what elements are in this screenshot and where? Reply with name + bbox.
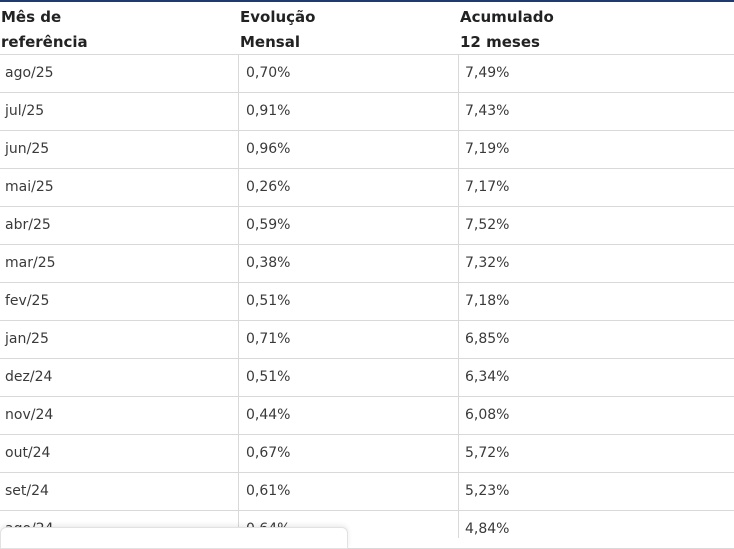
cell-month: jan/25 (5, 331, 49, 347)
cell-month: set/24 (5, 483, 49, 499)
cell-accumulated: 7,32% (465, 255, 510, 271)
cell-accumulated: 6,85% (465, 331, 510, 347)
table-row: jan/25 0,71% 6,85% (0, 321, 734, 359)
cell-accumulated: 6,34% (465, 369, 510, 385)
table-row: ago/25 0,70% 7,49% (0, 55, 734, 93)
cell-monthly: 0,51% (246, 293, 291, 309)
cell-accumulated: 7,18% (465, 293, 510, 309)
header-monthly-change: Evolução Mensal (240, 5, 315, 55)
cell-month: ago/25 (5, 65, 54, 81)
bottom-overlay-panel (0, 527, 348, 549)
header-reference-month: Mês de referência (1, 5, 88, 55)
cell-month: fev/25 (5, 293, 50, 309)
cell-monthly: 0,59% (246, 217, 291, 233)
table-row: nov/24 0,44% 6,08% (0, 397, 734, 435)
header-monthly-change-line2: Mensal (240, 33, 300, 51)
cell-month: nov/24 (5, 407, 54, 423)
cell-accumulated: 7,52% (465, 217, 510, 233)
table-row: jun/25 0,96% 7,19% (0, 131, 734, 169)
cell-monthly: 0,96% (246, 141, 291, 157)
cell-month: out/24 (5, 445, 51, 461)
header-accumulated-12m: Acumulado 12 meses (460, 5, 554, 55)
cell-month: jun/25 (5, 141, 50, 157)
table-row: jul/25 0,91% 7,43% (0, 93, 734, 131)
top-rule (0, 0, 734, 2)
table-row: abr/25 0,59% 7,52% (0, 207, 734, 245)
cell-monthly: 0,91% (246, 103, 291, 119)
column-divider (458, 55, 459, 538)
header-accumulated-12m-line1: Acumulado (460, 8, 554, 26)
header-accumulated-12m-line2: 12 meses (460, 33, 540, 51)
cell-accumulated: 7,17% (465, 179, 510, 195)
cell-month: jul/25 (5, 103, 45, 119)
table-row: set/24 0,61% 5,23% (0, 473, 734, 511)
cell-accumulated: 7,19% (465, 141, 510, 157)
cell-accumulated: 7,43% (465, 103, 510, 119)
cell-month: mar/25 (5, 255, 56, 271)
header-reference-month-line1: Mês de (1, 8, 62, 26)
table-row: fev/25 0,51% 7,18% (0, 283, 734, 321)
column-divider (238, 55, 239, 538)
cell-monthly: 0,70% (246, 65, 291, 81)
cell-monthly: 0,26% (246, 179, 291, 195)
cell-monthly: 0,61% (246, 483, 291, 499)
cell-accumulated: 5,72% (465, 445, 510, 461)
cell-monthly: 0,44% (246, 407, 291, 423)
cell-month: abr/25 (5, 217, 51, 233)
cell-accumulated: 7,49% (465, 65, 510, 81)
table-row: out/24 0,67% 5,72% (0, 435, 734, 473)
header-reference-month-line2: referência (1, 33, 88, 51)
cell-accumulated: 5,23% (465, 483, 510, 499)
cell-accumulated: 4,84% (465, 521, 510, 537)
header-monthly-change-line1: Evolução (240, 8, 316, 26)
cell-monthly: 0,38% (246, 255, 291, 271)
cell-month: mai/25 (5, 179, 54, 195)
table-row: mar/25 0,38% 7,32% (0, 245, 734, 283)
table-header: Mês de referência Evolução Mensal Acumul… (0, 2, 734, 55)
cell-monthly: 0,67% (246, 445, 291, 461)
cell-monthly: 0,51% (246, 369, 291, 385)
table-row: dez/24 0,51% 6,34% (0, 359, 734, 397)
cell-month: dez/24 (5, 369, 53, 385)
cell-accumulated: 6,08% (465, 407, 510, 423)
cell-monthly: 0,71% (246, 331, 291, 347)
table-row: mai/25 0,26% 7,17% (0, 169, 734, 207)
